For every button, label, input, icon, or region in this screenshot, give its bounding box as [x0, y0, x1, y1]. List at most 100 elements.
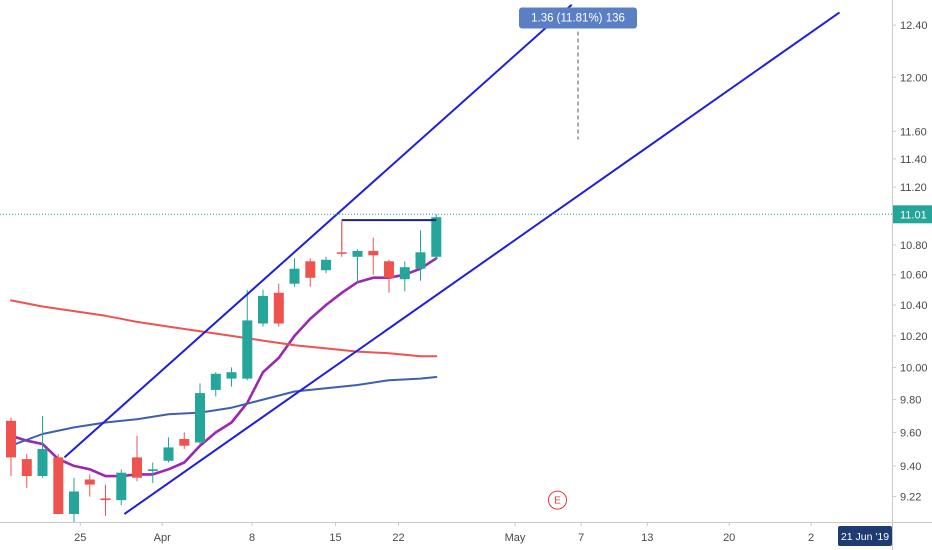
candle-up — [352, 249, 363, 283]
candle-body — [116, 472, 127, 501]
price-tick-label: 9.60 — [900, 427, 921, 439]
mid-moving-average-line — [10, 376, 438, 447]
candle-body — [163, 447, 174, 461]
time-tick-label: 20 — [723, 532, 735, 544]
candlesticks — [6, 214, 442, 522]
candle-body — [399, 267, 410, 280]
last-price-badge — [893, 205, 932, 224]
candle-up — [321, 256, 331, 274]
earnings-marker-label: E — [554, 496, 561, 507]
candle-up — [37, 415, 48, 478]
candle-down — [179, 432, 190, 449]
candle-body — [415, 252, 426, 269]
candle-up — [147, 462, 158, 483]
candle-up — [258, 289, 268, 327]
candle-body — [69, 491, 79, 514]
last-price-label: 11.01 — [900, 209, 927, 221]
candle-body — [6, 420, 16, 458]
candle-up — [399, 261, 410, 292]
time-tick-label: 15 — [329, 532, 341, 544]
earnings-marker-icon — [548, 490, 567, 510]
channel-upper-line — [63, 3, 573, 459]
candle-up — [289, 258, 300, 287]
drawings — [63, 3, 841, 515]
candle-body — [100, 498, 111, 501]
time-tick-label: 2 — [808, 532, 814, 544]
price-tick-label: 10.00 — [900, 362, 928, 374]
candle-down — [53, 454, 64, 514]
candle-up — [163, 437, 174, 463]
candle-body — [305, 261, 316, 278]
price-tick-label: 10.80 — [900, 240, 928, 252]
candle-up — [226, 367, 237, 387]
price-tick-label: 12.00 — [900, 72, 928, 84]
candle-body — [242, 320, 253, 379]
measure-label-text: 1.36 (11.81%) 136 — [531, 13, 625, 25]
candle-body — [352, 250, 363, 257]
candle-body — [147, 469, 158, 471]
candle-body — [258, 295, 268, 324]
price-tick-label: 10.60 — [900, 270, 928, 282]
candle-down — [273, 283, 284, 327]
price-tick-label: 9.40 — [900, 461, 921, 473]
price-tick-label: 10.20 — [900, 331, 928, 343]
time-tick-label: 25 — [74, 532, 86, 544]
candle-up — [210, 372, 221, 397]
candle-up — [431, 214, 442, 260]
candle-down — [132, 435, 142, 482]
price-tick-label: 10.40 — [900, 300, 928, 312]
candle-body — [336, 252, 347, 254]
candle-down — [305, 258, 316, 287]
candle-body — [384, 261, 394, 278]
candle-body — [195, 393, 205, 443]
candle-down — [6, 417, 16, 477]
price-tick-label: 11.20 — [900, 182, 927, 194]
price-tick-label: 11.40 — [900, 154, 927, 166]
candle-body — [368, 250, 379, 256]
time-axis[interactable]: 25 Apr 8 15 22 May 7 13 20 2 — [74, 522, 814, 544]
time-tick-label: May — [505, 532, 526, 544]
candle-body — [289, 268, 300, 284]
moving-averages — [9, 256, 438, 478]
candle-body — [321, 259, 331, 271]
channel-lower-line — [123, 11, 841, 515]
candle-body — [132, 457, 142, 478]
date-badge-label: 21 Jun '19 — [841, 531, 889, 543]
time-tick-label: 8 — [249, 532, 255, 544]
price-tick-label: 11.60 — [900, 126, 927, 138]
plot-area[interactable] — [0, 3, 892, 527]
candle-up — [116, 469, 127, 506]
fast-moving-average-line — [9, 256, 438, 478]
candle-up — [415, 230, 426, 281]
candle-up — [242, 289, 253, 381]
candle-body — [431, 217, 442, 257]
time-tick-label: 7 — [578, 532, 584, 544]
slow-moving-average-line — [10, 299, 438, 358]
candle-body — [53, 457, 64, 514]
time-tick-label: 22 — [392, 532, 404, 544]
candle-down — [368, 237, 379, 275]
price-tick-label: 9.22 — [900, 492, 921, 504]
candle-body — [179, 439, 190, 446]
candle-up — [195, 383, 205, 444]
candle-up — [69, 477, 79, 522]
candle-body — [84, 479, 95, 485]
candle-down — [21, 454, 32, 488]
time-tick-label: 13 — [641, 532, 653, 544]
candle-down — [84, 474, 95, 497]
candle-body — [21, 459, 32, 476]
candle-down — [384, 259, 394, 293]
candle-body — [226, 372, 237, 379]
overlays: 21 Jun '19 1.36 (11.81%) 136 E — [519, 7, 892, 546]
price-tick-label: 9.80 — [900, 395, 921, 407]
time-tick-label: Apr — [154, 532, 171, 544]
measure-label-box — [519, 7, 637, 29]
candle-body — [273, 292, 284, 324]
date-badge — [838, 526, 892, 546]
price-axis[interactable]: 9.22 9.40 9.60 9.80 10.00 10.20 10.40 10.60 10.8… — [892, 20, 932, 504]
candle-body — [210, 373, 221, 390]
price-tick-label: 12.40 — [900, 20, 928, 32]
candle-body — [37, 449, 48, 476]
candle-down — [100, 484, 111, 516]
